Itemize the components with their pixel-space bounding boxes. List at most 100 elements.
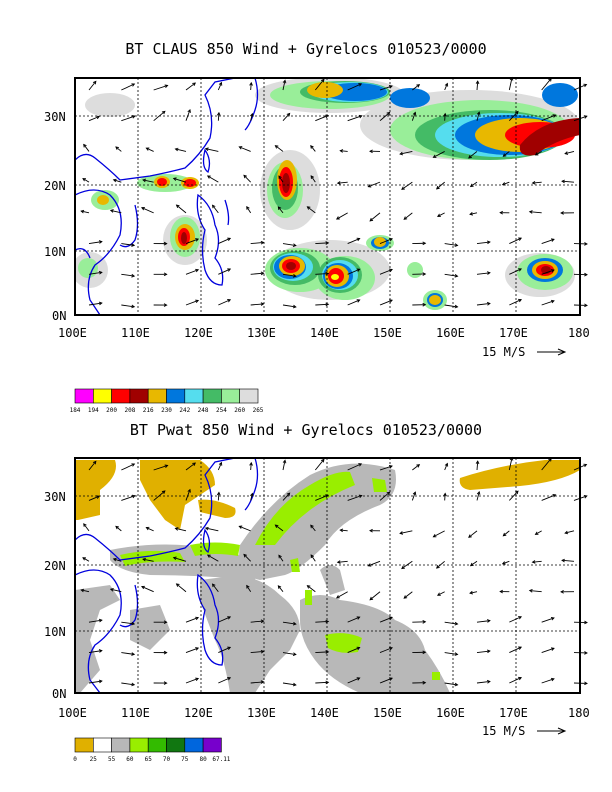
wind-vector xyxy=(541,647,555,653)
wind-vector xyxy=(379,491,390,501)
wind-vector-head xyxy=(469,590,474,595)
wind-vector-head xyxy=(260,271,265,276)
wind-vector xyxy=(508,457,513,471)
wind-vector-head xyxy=(389,616,393,620)
wind-vector xyxy=(185,462,196,471)
wind-vector xyxy=(153,465,168,471)
y-tick-label: 0N xyxy=(52,309,66,323)
wind-vector xyxy=(88,461,97,471)
wind-vector xyxy=(88,81,97,91)
legend-label: 75 xyxy=(181,756,189,763)
wind-vector-head xyxy=(436,592,441,596)
wind-vector xyxy=(250,303,264,306)
wind-vector xyxy=(218,268,231,275)
wind-vector-head xyxy=(163,620,168,625)
wind-vector-head xyxy=(454,652,459,656)
wind-vector xyxy=(315,273,329,275)
wind-vector-head xyxy=(518,298,523,303)
wind-vector xyxy=(379,616,393,623)
wind-vector xyxy=(314,459,325,471)
wind-vector xyxy=(476,303,490,306)
wind-vector-head xyxy=(325,680,330,685)
legend-label: 265 xyxy=(253,407,264,414)
wind-vector-head xyxy=(310,145,314,149)
wind-vector-head xyxy=(131,83,136,87)
wind-vector xyxy=(81,589,90,593)
x-tick-label: 110E xyxy=(121,326,150,340)
legend-label: 70 xyxy=(163,756,171,763)
wind-vector-head xyxy=(206,554,211,558)
wind-vector-head xyxy=(175,583,180,587)
wind-vector-head xyxy=(324,494,329,498)
wind-vector-head xyxy=(211,583,216,588)
wind-vector xyxy=(347,495,362,501)
wind-vector xyxy=(476,81,479,91)
legend-label: 60 xyxy=(126,756,134,763)
wind-vector-head xyxy=(486,619,491,623)
y-tick-label: 20N xyxy=(44,559,66,573)
wind-vector xyxy=(469,591,478,594)
wind-vector xyxy=(541,114,556,122)
wind-vector xyxy=(412,464,420,471)
wind-vector-head xyxy=(552,494,557,498)
legend-swatch xyxy=(111,388,131,404)
wind-vector xyxy=(436,560,445,569)
wind-vector-head xyxy=(277,206,282,211)
wind-vector-head xyxy=(164,464,169,468)
wind-vector xyxy=(336,591,348,599)
x-tick-label: 120E xyxy=(184,706,213,720)
wind-vector-head xyxy=(468,154,472,159)
top-panel-fields xyxy=(75,78,580,310)
wind-vector xyxy=(502,181,510,186)
wind-vector xyxy=(142,179,154,183)
wind-vector-head xyxy=(249,461,253,466)
wind-vector-head xyxy=(115,525,119,530)
wind-vector-head xyxy=(454,243,459,247)
wind-vector xyxy=(444,652,458,655)
wind-vector xyxy=(562,559,575,562)
wind-vector-head xyxy=(195,647,200,651)
wind-vector-head xyxy=(164,84,169,88)
wind-vector-head xyxy=(187,488,191,493)
wind-vector-head xyxy=(358,463,363,467)
wind-vector xyxy=(282,460,286,471)
wind-vector xyxy=(476,650,490,654)
wind-vector xyxy=(347,299,360,306)
wind-vector xyxy=(468,530,478,538)
wind-vector xyxy=(509,646,522,653)
wind-vector-head xyxy=(358,83,363,87)
wind-vector xyxy=(509,299,522,306)
wind-vector-head xyxy=(518,268,523,272)
x-tick-label: 130E xyxy=(247,326,276,340)
wind-vector xyxy=(476,681,490,684)
wind-vector-head xyxy=(195,677,200,682)
wind-vector xyxy=(110,588,122,593)
wind-vector-head xyxy=(435,185,440,190)
wind-vector xyxy=(315,115,329,122)
wind-vector xyxy=(121,682,135,686)
coastlines xyxy=(75,78,259,693)
wind-vector xyxy=(88,302,102,306)
legend-swatch xyxy=(93,737,112,753)
wind-vector-head xyxy=(389,677,393,681)
legend-swatch xyxy=(74,737,94,753)
wind-vector xyxy=(509,111,519,122)
wind-vector-head xyxy=(131,494,136,499)
wind-vector-head xyxy=(96,115,101,120)
wind-vector-head xyxy=(444,462,449,467)
legend-swatch xyxy=(184,388,204,404)
legend-label: 67.11 xyxy=(212,756,230,763)
wind-vector xyxy=(113,179,122,183)
wind-vector-head xyxy=(325,650,330,654)
wind-vector xyxy=(153,110,166,122)
wind-vector-head xyxy=(243,174,247,179)
wind-vector xyxy=(379,299,393,306)
wind-vector-head xyxy=(534,531,539,535)
top-color-legend: 184 194 200 208 216 230 242 248 254 260 265 xyxy=(70,388,264,414)
wind-vector-head xyxy=(246,584,250,589)
wind-vector-head xyxy=(195,616,200,621)
wind-vector-head xyxy=(502,532,507,537)
y-tick-label: 0N xyxy=(52,687,66,701)
wind-vector xyxy=(444,273,458,277)
